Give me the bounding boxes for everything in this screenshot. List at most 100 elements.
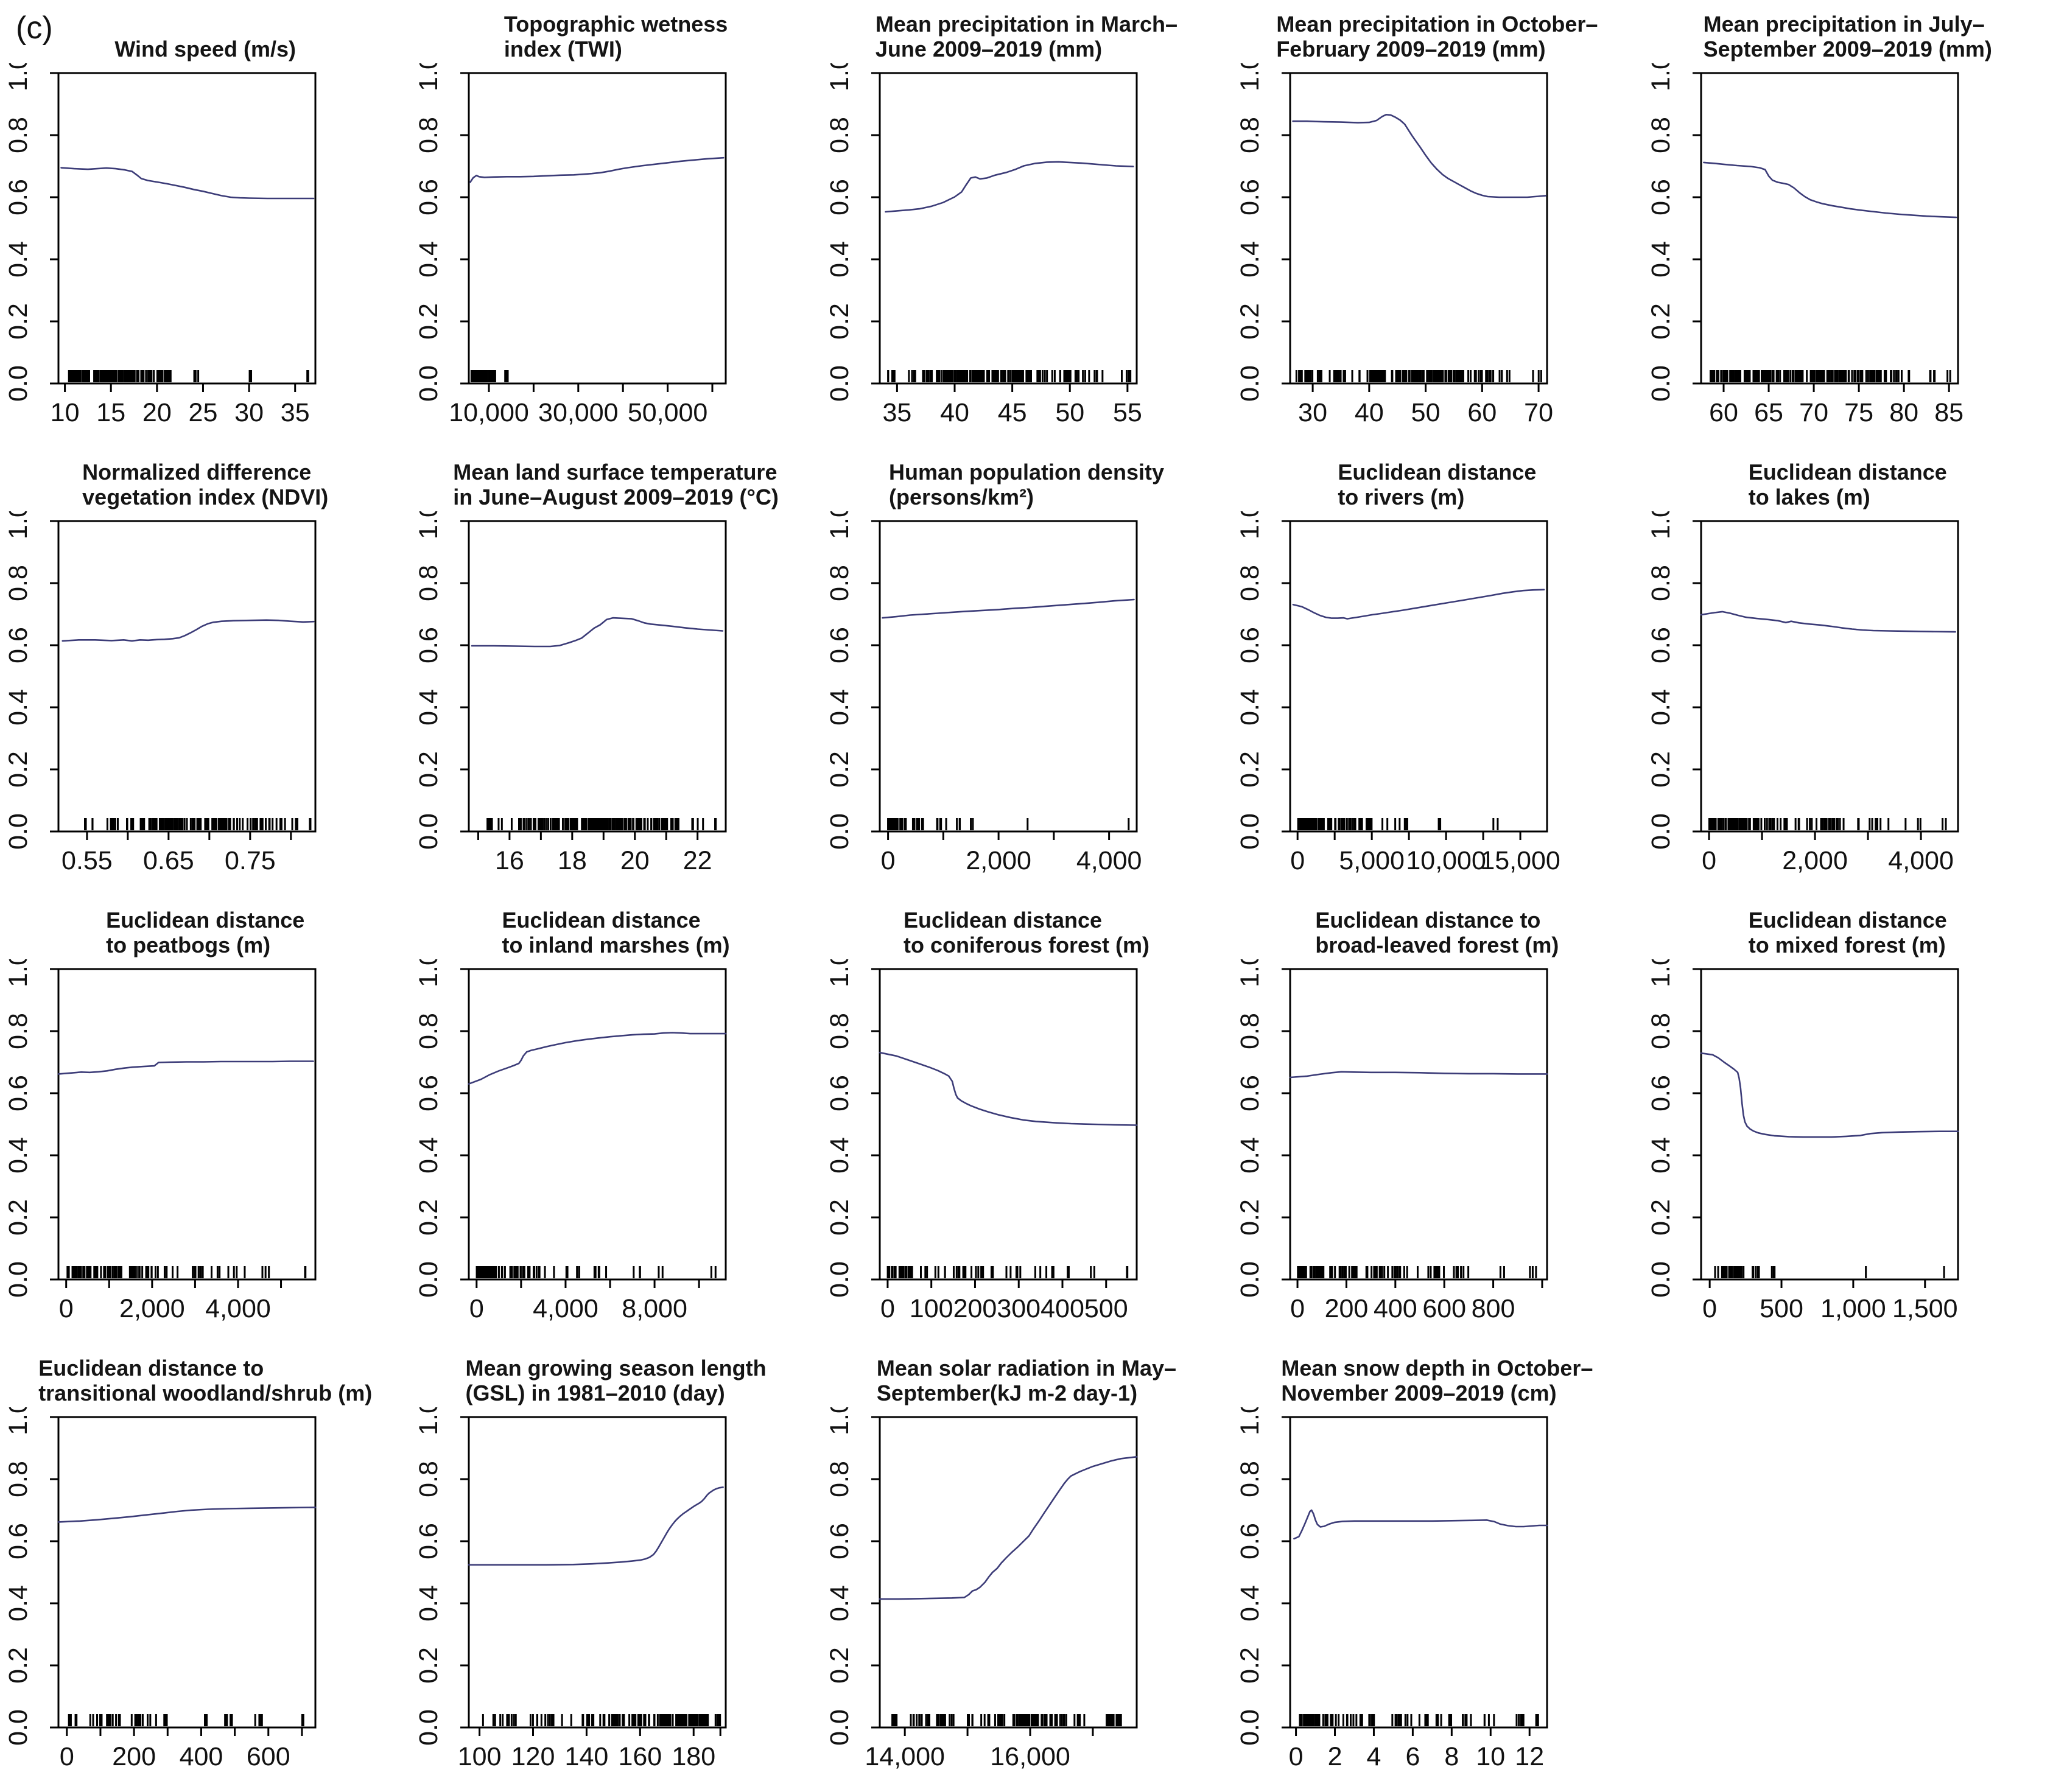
svg-text:0.4: 0.4 (4, 241, 33, 278)
svg-text:0.0: 0.0 (414, 1709, 443, 1746)
svg-text:10,000: 10,000 (449, 398, 530, 427)
panel-title: Mean land surface temperature in June–Aug… (410, 448, 821, 511)
svg-text:0.8: 0.8 (4, 117, 33, 153)
svg-text:4,000: 4,000 (1888, 846, 1954, 875)
pdp-panel: Mean snow depth in October– November 2009… (1232, 1344, 1642, 1792)
svg-text:70: 70 (1524, 398, 1553, 427)
svg-text:0.2: 0.2 (414, 303, 443, 340)
svg-text:35: 35 (882, 398, 911, 427)
panel-title: Euclidean distance to mixed forest (m) (1643, 896, 2053, 959)
svg-text:14,000: 14,000 (865, 1742, 945, 1771)
svg-text:1.0: 1.0 (4, 63, 33, 91)
svg-text:0.8: 0.8 (1235, 1461, 1265, 1497)
svg-text:0.8: 0.8 (4, 565, 33, 601)
svg-text:4,000: 4,000 (1076, 846, 1142, 875)
svg-text:0.8: 0.8 (1235, 117, 1265, 153)
pdp-panel: Mean precipitation in July– September 200… (1643, 0, 2053, 448)
svg-text:20: 20 (142, 398, 172, 427)
svg-text:100: 100 (458, 1742, 502, 1771)
panel-title: Euclidean distance to transitional woodla… (0, 1344, 410, 1407)
svg-text:0: 0 (1289, 1742, 1304, 1771)
panel-plot: 0.0 0.2 0.4 0.6 0.8 1.0 14,000 16,000 (825, 1407, 1138, 1771)
panel-plot: 0.0 0.2 0.4 0.6 0.8 1.0 0 2 4 6 8 10 12 (1235, 1407, 1548, 1771)
svg-text:0: 0 (880, 846, 895, 875)
panel-plot: 0.0 0.2 0.4 0.6 0.8 1.0 0 500 1,000 1,500 (1646, 959, 1959, 1323)
svg-text:1.0: 1.0 (1235, 511, 1265, 539)
panel-plot: 0.0 0.2 0.4 0.6 0.8 1.0 0 200 400 600 (4, 1407, 317, 1771)
svg-text:1.0: 1.0 (1235, 959, 1265, 987)
svg-text:0.2: 0.2 (414, 751, 443, 788)
panel-title-text: Normalized difference vegetation index (N… (82, 459, 329, 510)
svg-text:0.8: 0.8 (1646, 1013, 1676, 1049)
panel-title: Euclidean distance to rivers (m) (1232, 448, 1642, 511)
svg-text:160: 160 (619, 1742, 662, 1771)
svg-text:500: 500 (1760, 1294, 1803, 1323)
svg-text:16: 16 (495, 846, 524, 875)
panel-plot: 0.0 0.2 0.4 0.6 0.8 1.0 16 18 20 22 (414, 511, 727, 875)
svg-text:0: 0 (1702, 846, 1716, 875)
svg-text:0.2: 0.2 (4, 303, 33, 340)
svg-text:0.6: 0.6 (1646, 627, 1676, 663)
panel-title: Normalized difference vegetation index (N… (0, 448, 410, 511)
svg-text:0.6: 0.6 (414, 179, 443, 215)
svg-text:300: 300 (997, 1294, 1041, 1323)
svg-text:600: 600 (247, 1742, 290, 1771)
svg-text:15: 15 (96, 398, 125, 427)
svg-text:50,000: 50,000 (628, 398, 708, 427)
pdp-panel: Normalized difference vegetation index (N… (0, 448, 410, 896)
svg-text:0.6: 0.6 (825, 179, 854, 215)
svg-text:0.0: 0.0 (4, 365, 33, 402)
svg-text:0.8: 0.8 (414, 1013, 443, 1049)
pdp-panel: Euclidean distance to coniferous forest (… (821, 896, 1232, 1344)
pdp-panel: Human population density (persons/km²) 0.… (821, 448, 1232, 896)
svg-text:0.4: 0.4 (414, 1137, 443, 1174)
svg-text:0.4: 0.4 (4, 1137, 33, 1174)
svg-text:400: 400 (1041, 1294, 1084, 1323)
svg-text:85: 85 (1934, 398, 1964, 427)
svg-text:0: 0 (469, 1294, 484, 1323)
panel-plot: 0.0 0.2 0.4 0.6 0.8 1.0 0 2,000 4,000 (825, 511, 1142, 875)
svg-text:0.0: 0.0 (825, 1261, 854, 1298)
svg-text:60: 60 (1468, 398, 1497, 427)
panel-title-text: Mean precipitation in July– September 200… (1703, 11, 1992, 62)
svg-text:180: 180 (672, 1742, 716, 1771)
svg-text:0.2: 0.2 (1235, 1647, 1265, 1684)
pdp-panel: Mean land surface temperature in June–Aug… (410, 448, 821, 896)
svg-text:55: 55 (1113, 398, 1142, 427)
svg-text:0.0: 0.0 (414, 1261, 443, 1298)
panel-plot: 0.0 0.2 0.4 0.6 0.8 1.0 0.55 0.65 0.75 (4, 511, 317, 875)
panel-title-text: Mean growing season length (GSL) in 1981–… (465, 1355, 767, 1406)
panel-title: Human population density (persons/km²) (821, 448, 1232, 511)
panel-plot: 0.0 0.2 0.4 0.6 0.8 1.0 0 2,000 4,000 (1646, 511, 1959, 875)
svg-text:140: 140 (565, 1742, 609, 1771)
svg-text:0: 0 (1290, 846, 1305, 875)
svg-text:0.4: 0.4 (1646, 241, 1676, 278)
svg-text:30,000: 30,000 (538, 398, 619, 427)
svg-text:12: 12 (1515, 1742, 1544, 1771)
svg-text:0.0: 0.0 (4, 1709, 33, 1746)
svg-text:0.4: 0.4 (1235, 1137, 1265, 1174)
svg-text:10,000: 10,000 (1406, 846, 1487, 875)
svg-text:1.0: 1.0 (825, 511, 854, 539)
svg-text:0.0: 0.0 (1646, 1261, 1676, 1298)
svg-text:0: 0 (60, 1742, 74, 1771)
svg-text:2,000: 2,000 (966, 846, 1031, 875)
svg-text:2,000: 2,000 (119, 1294, 185, 1323)
panel-plot: 0.0 0.2 0.4 0.6 0.8 1.0 0 200 400 600 800 (1235, 959, 1548, 1323)
panel-title-text: Mean precipitation in October– February 2… (1276, 11, 1598, 62)
svg-text:35: 35 (281, 398, 310, 427)
panel-title-text: Euclidean distance to inland marshes (m) (502, 907, 730, 958)
svg-text:0.6: 0.6 (825, 1523, 854, 1559)
svg-text:0: 0 (880, 1294, 895, 1323)
panel-title-text: Euclidean distance to lakes (m) (1748, 459, 1947, 510)
svg-text:0.4: 0.4 (825, 1137, 854, 1174)
svg-text:0.0: 0.0 (4, 1261, 33, 1298)
svg-text:40: 40 (1355, 398, 1384, 427)
svg-text:0.6: 0.6 (825, 627, 854, 663)
svg-text:0.4: 0.4 (414, 241, 443, 278)
svg-text:0.6: 0.6 (4, 627, 33, 663)
panel-title-text: Euclidean distance to peatbogs (m) (106, 907, 305, 958)
panel-title-text: Euclidean distance to broad-leaved forest… (1315, 907, 1559, 958)
svg-text:0.65: 0.65 (143, 846, 194, 875)
